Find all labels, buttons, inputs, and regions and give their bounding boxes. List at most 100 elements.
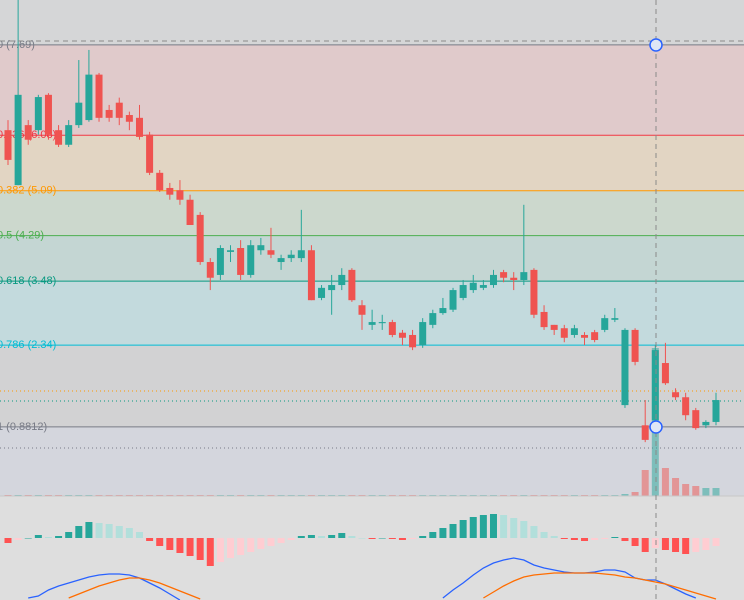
macd-histogram-bar xyxy=(257,538,265,549)
candle-body xyxy=(621,329,629,406)
fib-band xyxy=(0,235,744,282)
volume-bar xyxy=(621,494,629,496)
fib-band xyxy=(0,426,744,496)
macd-histogram-bar xyxy=(712,538,720,546)
candle-body xyxy=(267,250,275,255)
candle-body xyxy=(318,287,326,298)
macd-histogram-bar xyxy=(216,538,224,562)
macd-histogram-bar xyxy=(661,538,669,550)
macd-histogram-bar xyxy=(146,538,154,541)
candle-body xyxy=(469,282,477,291)
candle-body xyxy=(500,272,508,278)
macd-histogram-bar xyxy=(75,526,83,538)
macd-histogram-bar xyxy=(125,528,133,538)
macd-histogram-bar xyxy=(105,524,113,538)
macd-histogram-bar xyxy=(469,517,477,538)
macd-histogram-bar xyxy=(500,515,508,538)
candle-body xyxy=(560,328,568,338)
macd-histogram-bar xyxy=(237,538,245,555)
fib-bands xyxy=(0,0,744,496)
candle-body xyxy=(712,400,720,422)
fib-band xyxy=(0,190,744,236)
macd-histogram-bar xyxy=(65,532,73,538)
candle-body xyxy=(388,322,396,335)
candle-body xyxy=(378,322,386,324)
fib-label: 0 (7.69) xyxy=(0,39,35,51)
fib-band xyxy=(0,0,744,45)
macd-histogram-bar xyxy=(409,538,417,539)
macd-histogram-bar xyxy=(530,526,538,538)
macd-histogram-bar xyxy=(570,538,578,540)
macd-histogram-bar xyxy=(55,536,63,538)
candle-body xyxy=(591,332,599,341)
candle-body xyxy=(702,421,710,426)
volume-bar xyxy=(682,484,690,496)
candle-body xyxy=(641,425,649,440)
macd-histogram-bar xyxy=(591,538,599,540)
candle-body xyxy=(672,392,680,398)
macd-histogram-bar xyxy=(621,538,629,541)
candle-body xyxy=(55,130,63,145)
candle-body xyxy=(307,250,315,301)
candle-body xyxy=(206,262,214,278)
macd-histogram-bar xyxy=(631,538,639,546)
macd-histogram-bar xyxy=(206,538,214,566)
macd-histogram-bar xyxy=(318,536,326,538)
macd-line xyxy=(68,572,717,600)
macd-histogram-bar xyxy=(601,538,609,539)
macd-histogram-bar xyxy=(520,521,528,538)
candle-body xyxy=(44,94,52,135)
fib-label: 0.786 (2.34) xyxy=(0,339,56,351)
macd-histogram-bar xyxy=(4,538,12,543)
macd-histogram-bar xyxy=(459,520,467,538)
macd-histogram-bar xyxy=(489,514,497,538)
macd-histogram-bar xyxy=(115,526,123,538)
candle-body xyxy=(530,269,538,315)
macd-histogram-bar xyxy=(267,538,275,546)
candle-body xyxy=(338,274,346,286)
candle-body xyxy=(581,334,589,338)
volume-bar xyxy=(672,478,680,496)
candle-body xyxy=(85,74,93,121)
candle-body xyxy=(419,322,427,346)
fib-band xyxy=(0,135,744,191)
candle-body xyxy=(156,172,164,191)
candle-body xyxy=(651,350,659,421)
candle-body xyxy=(692,410,700,429)
candle-body xyxy=(540,311,548,328)
candle-body xyxy=(631,329,639,362)
candle-body xyxy=(135,117,143,137)
candle-body xyxy=(661,363,669,384)
candles xyxy=(4,0,720,443)
macd-histogram-bar xyxy=(692,538,700,552)
macd-histogram-bar xyxy=(176,538,184,553)
macd-histogram-bar xyxy=(277,538,285,543)
macd-histogram-bar xyxy=(641,538,649,552)
candle-body xyxy=(216,248,224,275)
macd-histogram-bar xyxy=(156,538,164,546)
candle-body xyxy=(95,74,103,118)
macd-histogram-bar xyxy=(166,538,174,550)
candle-body xyxy=(287,254,295,259)
macd-histogram-bar xyxy=(550,536,558,538)
fib-anchor-handle[interactable] xyxy=(649,420,663,434)
candle-body xyxy=(439,308,447,314)
candle-body xyxy=(257,245,265,251)
fib-anchor-handle[interactable] xyxy=(649,38,663,52)
fib-band xyxy=(0,345,744,427)
candle-body xyxy=(166,187,174,195)
macd-histogram-bar xyxy=(560,538,568,539)
macd-histogram-bar xyxy=(196,538,204,560)
candle-body xyxy=(459,285,467,298)
candle-body xyxy=(277,258,285,263)
candle-body xyxy=(520,272,528,280)
candle-body xyxy=(348,269,356,301)
candle-body xyxy=(611,318,619,320)
macd-histogram-bar xyxy=(247,538,255,552)
candle-body xyxy=(247,245,255,275)
macd-histogram-bar xyxy=(540,532,548,538)
macd-histogram-bar xyxy=(510,518,518,538)
candle-body xyxy=(398,332,406,338)
macd-pane xyxy=(4,514,720,600)
